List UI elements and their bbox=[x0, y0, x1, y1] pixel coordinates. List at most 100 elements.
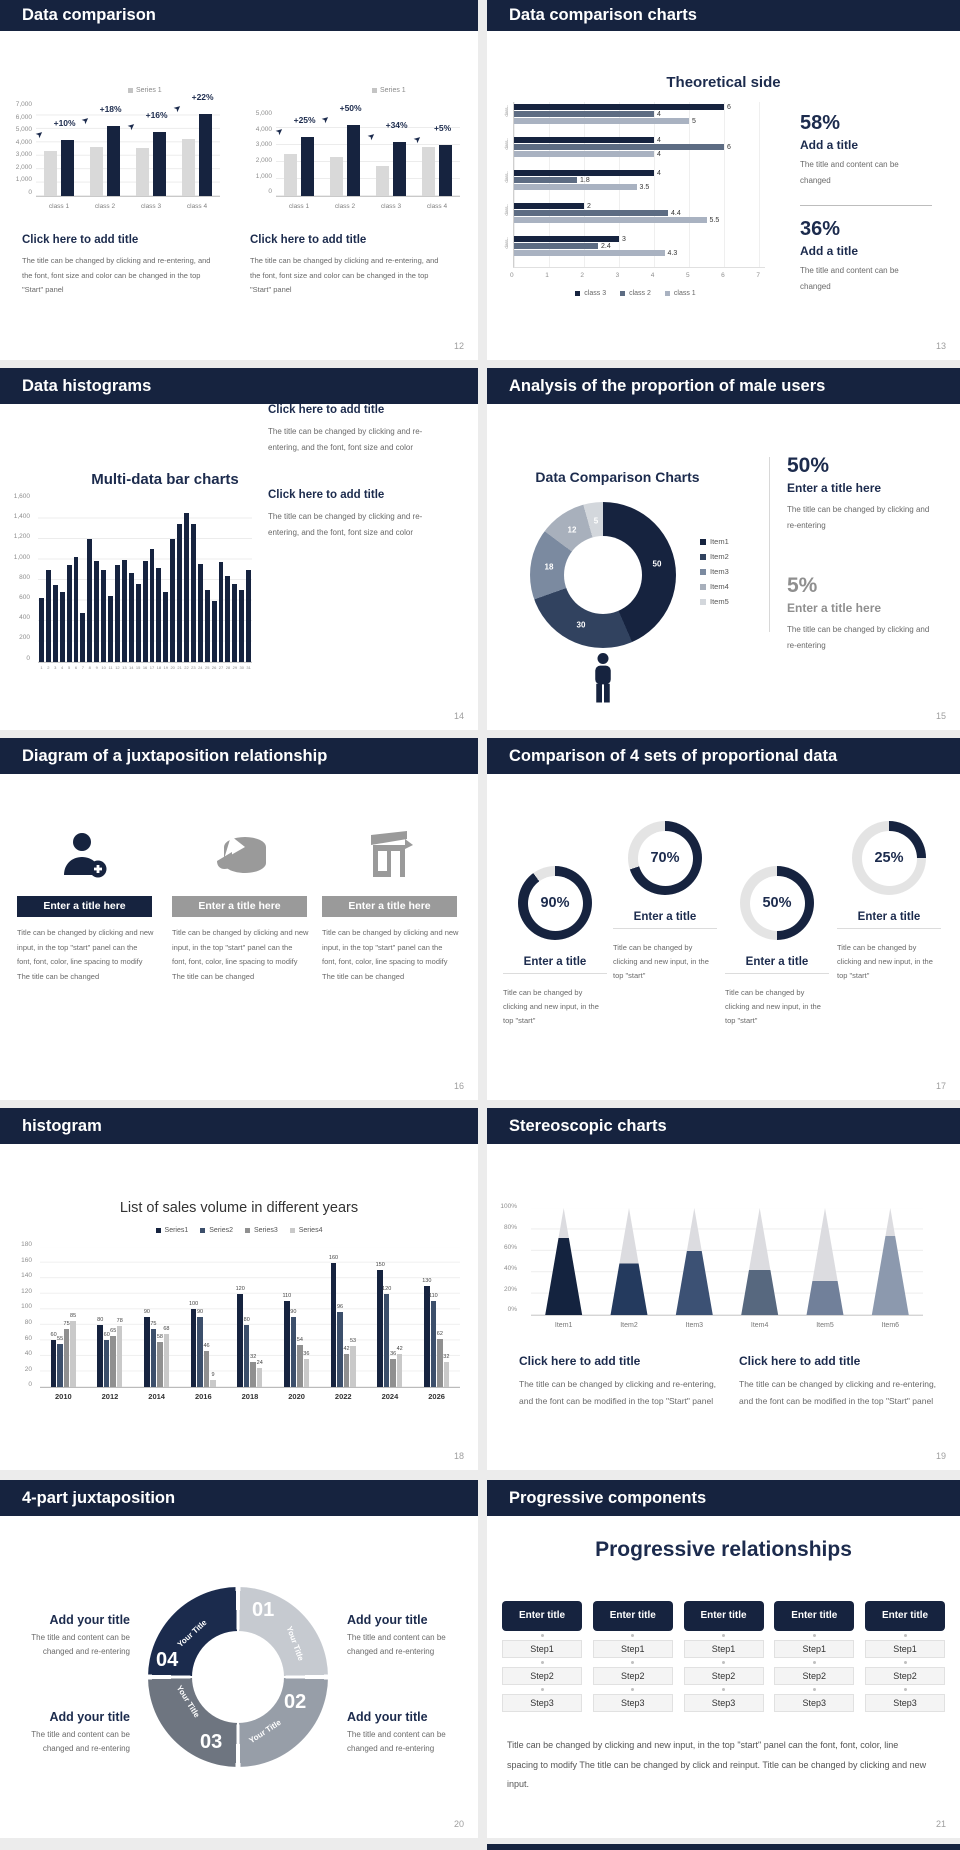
chart-title: Theoretical side bbox=[666, 74, 781, 91]
bar bbox=[182, 138, 195, 196]
category-label: class 3 bbox=[140, 203, 162, 210]
legend-item: Item4 bbox=[700, 579, 729, 594]
step-connector-dot-icon bbox=[812, 1661, 816, 1664]
bar: 90 bbox=[144, 1309, 150, 1387]
bar-row: 5.5 bbox=[514, 217, 765, 224]
slide-data-histograms[interactable]: Data histograms Multi-data bar charts 1,… bbox=[0, 368, 478, 730]
y-tick-label: 0 bbox=[28, 188, 32, 196]
store-icon bbox=[322, 823, 457, 885]
block-body: The title and content can be changed and… bbox=[347, 1730, 446, 1753]
x-axis-label: 8 bbox=[88, 665, 91, 670]
bar-row: 4 bbox=[514, 111, 765, 118]
y-tick-label: 5,000 bbox=[255, 110, 272, 117]
step-box: Step1 bbox=[865, 1640, 945, 1658]
step-column: Enter title Step1 Step2 Step3 bbox=[683, 1601, 764, 1712]
step-box: Step3 bbox=[592, 1694, 673, 1712]
y-axis: 1,600 1,400 1,200 1,000 800 600 400 200 0 bbox=[4, 493, 34, 663]
stat-percent: 36% bbox=[800, 218, 841, 240]
legend-item: Series4 bbox=[289, 1227, 322, 1234]
x-axis-label: 24 bbox=[198, 665, 203, 670]
slide-data-comparison-charts[interactable]: Data comparison charts Theoretical side … bbox=[487, 0, 960, 360]
step-connector-dot-icon bbox=[812, 1634, 816, 1637]
growth-arrow-icon: ➤ bbox=[365, 130, 378, 143]
bar-group: class... 6 4 5 bbox=[504, 104, 765, 125]
y-tick-label: 800 bbox=[19, 573, 30, 581]
bar bbox=[514, 137, 654, 143]
bar bbox=[61, 140, 74, 196]
x-axis-labels: Item1 Item2 Item3 Item4 Item5 Item6 bbox=[531, 1322, 923, 1329]
x-axis-label: 4 bbox=[61, 665, 64, 670]
block-body: The title can be changed by clicking and… bbox=[739, 1379, 937, 1406]
value-label: 110 bbox=[428, 1293, 438, 1300]
y-tick-label: 100% bbox=[500, 1203, 517, 1210]
y-tick-label: 180 bbox=[21, 1241, 32, 1248]
legend-label: Series1 bbox=[164, 1227, 189, 1234]
y-axis: 5,000 4,000 3,000 2,000 1,000 0 bbox=[246, 110, 276, 197]
slide-4-part-juxtaposition[interactable]: 4-part juxtaposition 01 02 03 04 Your Ti… bbox=[0, 1480, 478, 1838]
x-axis-label: 19 bbox=[163, 665, 168, 670]
slide-histogram[interactable]: histogram List of sales volume in differ… bbox=[0, 1108, 478, 1470]
block-heading: Add your title bbox=[49, 1613, 130, 1627]
x-tick-label: 4 bbox=[650, 272, 655, 279]
bar: 80 bbox=[97, 1317, 103, 1387]
value-label: 4.3 bbox=[667, 249, 678, 257]
block-body: The title and content can be changed and… bbox=[347, 1633, 446, 1656]
stat-percent: 58% bbox=[800, 112, 841, 134]
legend-label: Item3 bbox=[710, 567, 729, 576]
stat-body: The title and content can be changed bbox=[800, 160, 899, 185]
bar bbox=[514, 170, 654, 176]
legend-item: class 3 bbox=[575, 290, 606, 297]
bar: 100 bbox=[189, 1301, 198, 1387]
bar bbox=[149, 549, 155, 662]
y-tick-label: 400 bbox=[19, 614, 30, 622]
slide-juxtaposition-diagram[interactable]: Diagram of a juxtaposition relationship … bbox=[0, 738, 478, 1100]
slide-progressive-components[interactable]: Progressive components Progressive relat… bbox=[487, 1480, 960, 1838]
segment-value-label: 18 bbox=[544, 562, 554, 572]
y-tick-label: 1,000 bbox=[255, 172, 272, 180]
cone-chart-plot bbox=[531, 1208, 923, 1316]
bar bbox=[225, 575, 231, 662]
cone-item2 bbox=[610, 1208, 648, 1315]
y-tick-label: 80 bbox=[24, 1319, 32, 1327]
value-label: 2.4 bbox=[601, 242, 611, 250]
legend-swatch-icon bbox=[372, 88, 377, 93]
segment-value-label: 30 bbox=[576, 620, 586, 630]
bar: 24 bbox=[257, 1360, 263, 1387]
item-body: Title can be changed by clicking and new… bbox=[322, 928, 459, 981]
legend-item: Item5 bbox=[700, 594, 729, 609]
segment-value-label: 12 bbox=[567, 525, 577, 535]
y-tick-label: 1,000 bbox=[13, 553, 30, 561]
bar: 78 bbox=[117, 1318, 123, 1387]
ring-title: Enter a title bbox=[503, 956, 607, 974]
y-tick-label: 60% bbox=[503, 1244, 517, 1252]
category-label: 2026 bbox=[428, 1392, 445, 1401]
bar bbox=[393, 142, 406, 196]
x-axis-label: Item2 bbox=[620, 1322, 638, 1329]
category-label: class 1 bbox=[48, 203, 70, 210]
bar bbox=[114, 564, 120, 662]
page-number: 12 bbox=[453, 341, 464, 351]
legend-swatch-icon bbox=[700, 553, 706, 560]
slide-male-users-proportion[interactable]: Analysis of the proportion of male users… bbox=[487, 368, 960, 730]
bar bbox=[52, 585, 58, 662]
ring-body: Title can be changed by clicking and new… bbox=[837, 943, 933, 980]
ring-percent: 70% bbox=[637, 830, 693, 886]
value-label: 110 bbox=[282, 1293, 292, 1300]
value-label: 90 bbox=[143, 1309, 150, 1315]
y-tick-label: 60 bbox=[24, 1334, 32, 1342]
x-axis-label: 12 bbox=[115, 665, 120, 670]
growth-label: +25% bbox=[293, 115, 316, 126]
block-body: The title can be changed by clicking and… bbox=[22, 256, 211, 294]
progress-ring: 50% bbox=[740, 866, 814, 940]
plot-area: +10% ➤ class 1 +18% ➤ class 2 +16% ➤ class 3 +22%… bbox=[33, 92, 220, 210]
x-axis-label: 29 bbox=[232, 665, 238, 670]
slide-proportional-data[interactable]: Comparison of 4 sets of proportional dat… bbox=[487, 738, 960, 1100]
horizontal-bar-chart: class... 6 4 5 class... 4 6 4 class... 4 1.8 3.5 cla… bbox=[504, 102, 765, 268]
slide-header-bar: Data histograms bbox=[0, 368, 478, 404]
slide-stereoscopic-charts[interactable]: Stereoscopic charts 100% 80% 60% 40% 20% 0% I… bbox=[487, 1108, 960, 1470]
value-label: 24 bbox=[256, 1360, 263, 1367]
slide-data-comparison[interactable]: Data comparison Series 1 Series 1 7,000 6… bbox=[0, 0, 478, 360]
x-axis-ticks: 0 1 2 3 4 5 6 7 bbox=[510, 272, 760, 279]
bar bbox=[514, 250, 665, 256]
y-tick-label: 0 bbox=[26, 654, 30, 662]
